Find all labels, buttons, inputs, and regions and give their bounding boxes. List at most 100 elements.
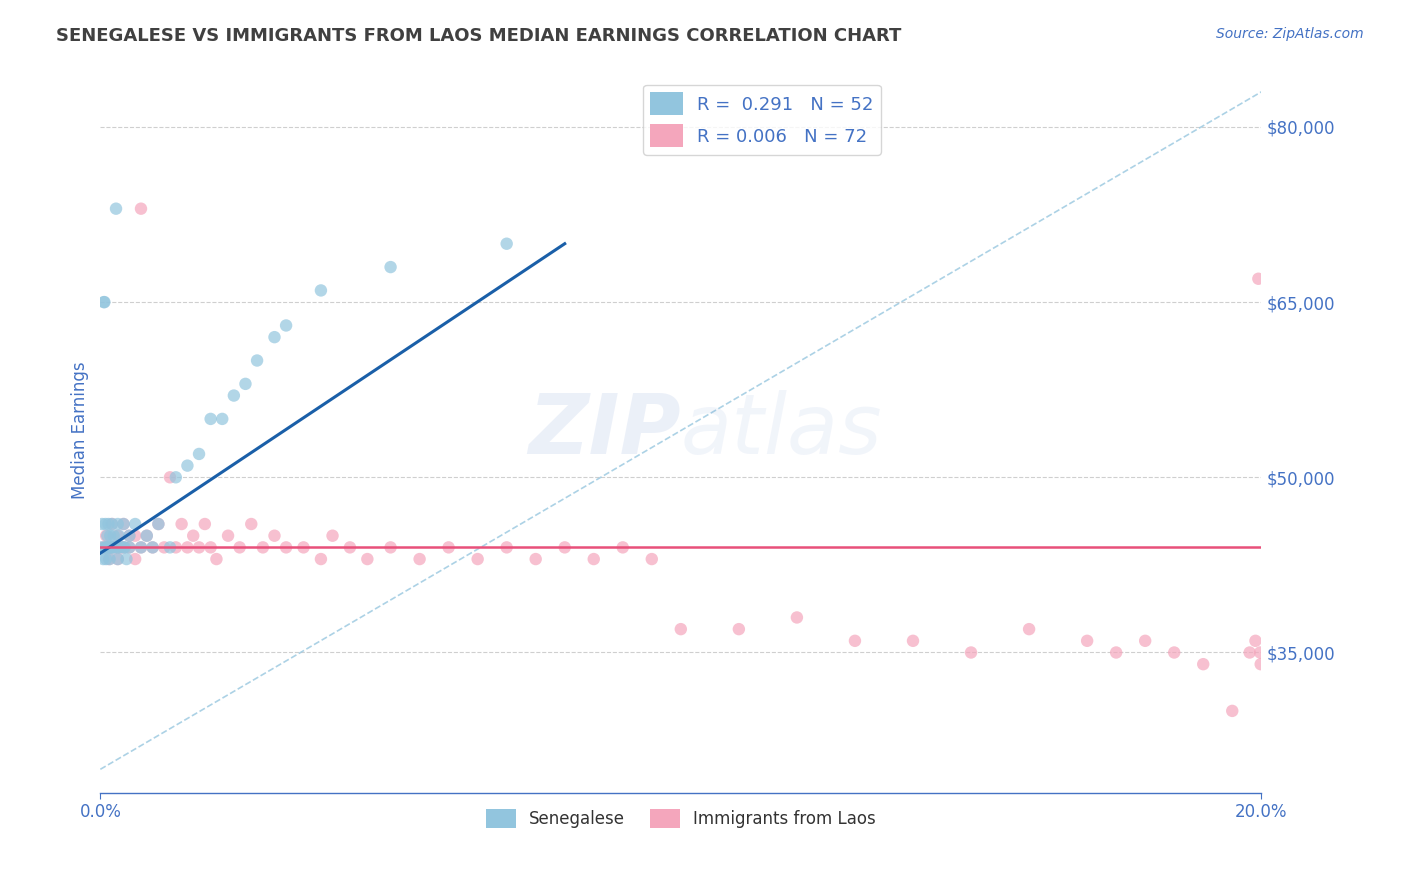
Point bbox=[252, 541, 274, 555]
Point bbox=[165, 541, 187, 555]
Point bbox=[217, 529, 239, 543]
Point bbox=[142, 541, 165, 555]
Point bbox=[1105, 646, 1128, 660]
Point bbox=[124, 529, 146, 543]
Point bbox=[96, 552, 118, 566]
Point bbox=[188, 447, 211, 461]
Point bbox=[309, 552, 332, 566]
Point bbox=[98, 552, 121, 566]
Point bbox=[292, 541, 315, 555]
Point bbox=[246, 353, 269, 368]
Point bbox=[98, 529, 121, 543]
Point bbox=[101, 516, 124, 531]
Point bbox=[104, 541, 127, 555]
Point bbox=[356, 552, 378, 566]
Point bbox=[176, 458, 198, 473]
Point bbox=[165, 470, 187, 484]
Point bbox=[104, 541, 127, 555]
Point bbox=[91, 516, 114, 531]
Point bbox=[96, 529, 118, 543]
Point bbox=[107, 541, 129, 555]
Point bbox=[96, 529, 118, 543]
Point bbox=[101, 541, 124, 555]
Point bbox=[1076, 633, 1098, 648]
Point bbox=[309, 284, 332, 298]
Point bbox=[96, 541, 118, 555]
Point bbox=[1239, 646, 1261, 660]
Point bbox=[960, 646, 983, 660]
Point bbox=[90, 541, 112, 555]
Point bbox=[107, 552, 129, 566]
Point bbox=[97, 516, 120, 531]
Point bbox=[101, 541, 124, 555]
Point bbox=[129, 541, 152, 555]
Legend: Senegalese, Immigrants from Laos: Senegalese, Immigrants from Laos bbox=[479, 803, 883, 835]
Point bbox=[170, 516, 193, 531]
Point bbox=[1250, 657, 1272, 672]
Point bbox=[437, 541, 460, 555]
Point bbox=[118, 529, 141, 543]
Point bbox=[200, 412, 222, 426]
Point bbox=[91, 552, 114, 566]
Point bbox=[94, 516, 117, 531]
Point bbox=[112, 516, 135, 531]
Point bbox=[322, 529, 344, 543]
Point bbox=[1247, 272, 1270, 286]
Point bbox=[1249, 646, 1271, 660]
Point bbox=[135, 529, 157, 543]
Point bbox=[118, 529, 141, 543]
Point bbox=[97, 541, 120, 555]
Point bbox=[100, 541, 122, 555]
Text: Source: ZipAtlas.com: Source: ZipAtlas.com bbox=[1216, 27, 1364, 41]
Point bbox=[142, 541, 165, 555]
Point bbox=[110, 541, 132, 555]
Point bbox=[211, 412, 233, 426]
Point bbox=[110, 541, 132, 555]
Point bbox=[107, 552, 129, 566]
Point bbox=[524, 552, 547, 566]
Point bbox=[786, 610, 808, 624]
Point bbox=[235, 376, 257, 391]
Point bbox=[467, 552, 489, 566]
Point bbox=[93, 295, 115, 310]
Point bbox=[93, 295, 115, 310]
Point bbox=[148, 516, 170, 531]
Point bbox=[112, 541, 135, 555]
Point bbox=[91, 541, 114, 555]
Point bbox=[105, 202, 128, 216]
Point bbox=[582, 552, 605, 566]
Point bbox=[380, 260, 402, 274]
Point bbox=[101, 541, 124, 555]
Point bbox=[176, 541, 198, 555]
Point bbox=[495, 236, 517, 251]
Point bbox=[408, 552, 430, 566]
Point bbox=[554, 541, 576, 555]
Point bbox=[495, 541, 517, 555]
Point bbox=[124, 516, 146, 531]
Point bbox=[1192, 657, 1215, 672]
Point bbox=[669, 622, 692, 636]
Point bbox=[1018, 622, 1040, 636]
Point bbox=[222, 388, 245, 402]
Point bbox=[240, 516, 263, 531]
Point bbox=[181, 529, 204, 543]
Point bbox=[901, 633, 924, 648]
Point bbox=[200, 541, 222, 555]
Point bbox=[612, 541, 634, 555]
Point bbox=[100, 541, 122, 555]
Point bbox=[274, 318, 297, 333]
Point bbox=[115, 552, 138, 566]
Point bbox=[641, 552, 664, 566]
Point bbox=[107, 529, 129, 543]
Point bbox=[94, 541, 117, 555]
Point bbox=[263, 529, 285, 543]
Point bbox=[124, 552, 146, 566]
Point bbox=[118, 541, 141, 555]
Point bbox=[103, 529, 125, 543]
Point bbox=[159, 541, 181, 555]
Text: ZIP: ZIP bbox=[529, 390, 681, 471]
Point bbox=[98, 552, 121, 566]
Point bbox=[112, 541, 135, 555]
Point bbox=[135, 529, 157, 543]
Point bbox=[380, 541, 402, 555]
